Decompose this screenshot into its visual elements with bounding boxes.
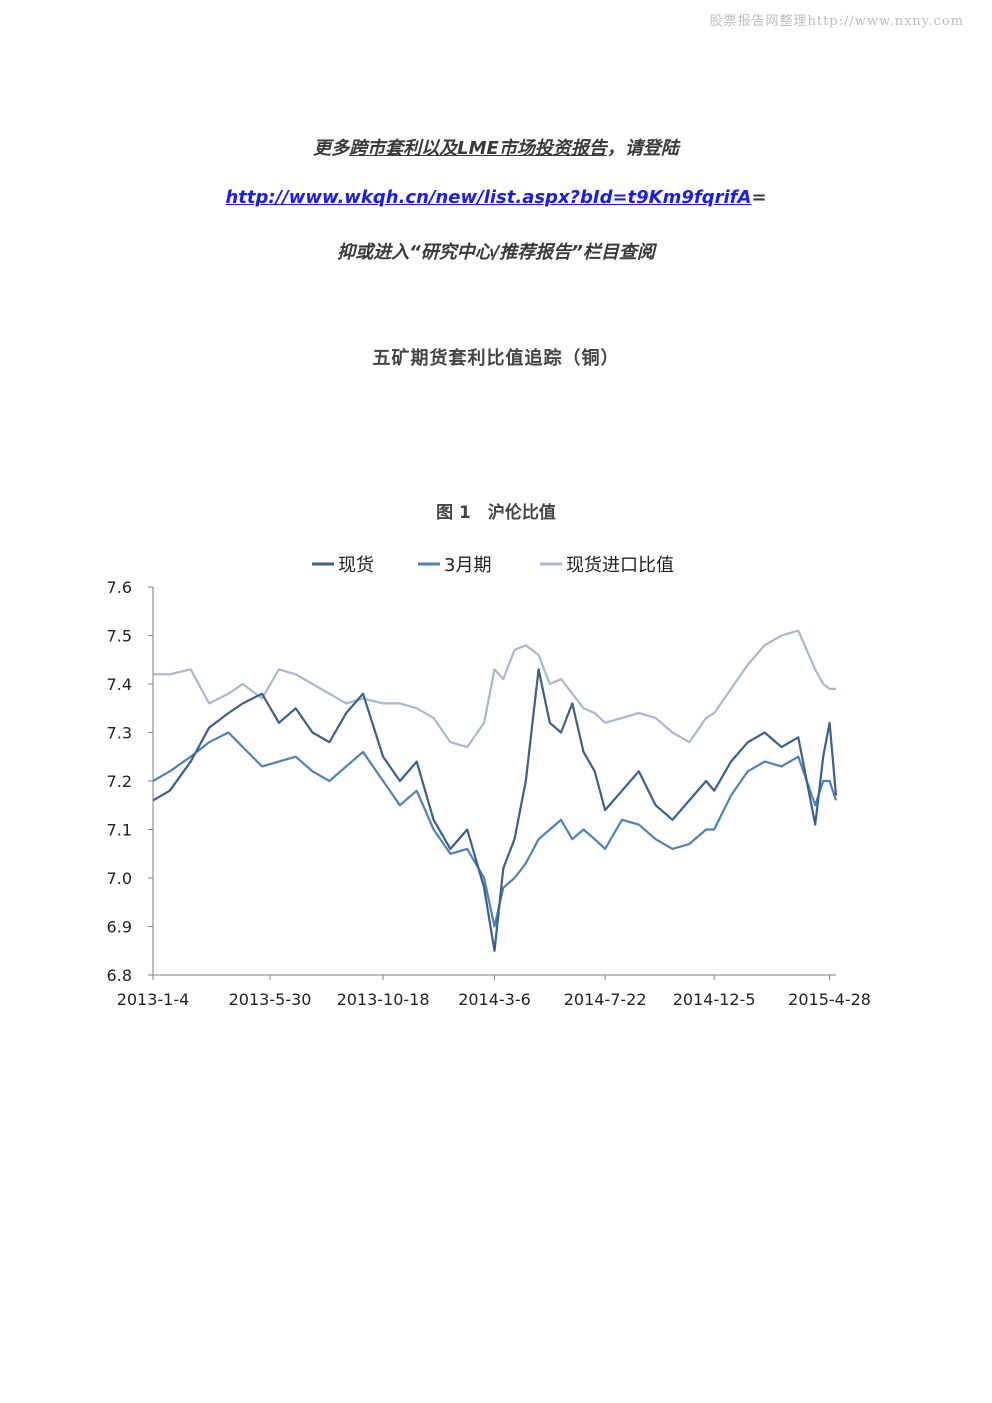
x-tick-label: 2014-3-6: [458, 990, 531, 1009]
y-tick-label: 6.9: [107, 918, 132, 937]
legend-label: 3月期: [444, 555, 491, 576]
document-title: 五矿期货套利比值追踪（铜）: [372, 348, 620, 369]
y-axis: 6.8 6.9 7.0 7.1 7.2 7.3 7.4 7.5 7.6: [107, 578, 154, 985]
legend-label: 现货进口比值: [566, 555, 674, 576]
promo-link-suffix: =: [751, 187, 767, 208]
legend-label: 现货: [338, 555, 374, 576]
y-tick-label: 6.8: [107, 966, 132, 985]
promo-line-3: 抑或进入“研究中心/推荐报告”栏目查阅: [337, 242, 655, 263]
series-line-2: [153, 629, 836, 749]
y-tick-label: 7.5: [107, 627, 132, 646]
promo-link[interactable]: http://www.wkqh.cn/new/list.aspx?bId=t9K…: [225, 187, 752, 208]
series-line-0: [152, 668, 838, 952]
x-tick-label: 2014-7-22: [564, 990, 647, 1009]
y-tick-label: 7.0: [107, 869, 132, 888]
y-tick-label: 7.4: [107, 675, 132, 694]
promo-underlined: 跨市套利以及LME市场投资报告: [349, 138, 607, 159]
y-tick-label: 7.1: [107, 821, 132, 840]
plot-area: [152, 629, 838, 952]
y-tick-label: 7.3: [107, 724, 132, 743]
figure-title: 图 1 沪伦比值: [436, 503, 556, 523]
series-line-1: [152, 731, 838, 928]
ratio-line-chart: 现货 3月期 现货进口比值 6.86.97.07.17.27.37.47.57.6 …: [107, 555, 871, 1009]
promo-prefix: 更多: [313, 138, 350, 159]
y-tick-label: 7.2: [107, 772, 132, 791]
promo-line-2: http://www.wkqh.cn/new/list.aspx?bId=t9K…: [0, 187, 992, 208]
x-axis: 2013-1-4 2013-5-30 2013-10-18 2014-3-6 2014-…: [117, 974, 871, 1009]
y-tick-label: 7.6: [107, 578, 132, 597]
watermark: 股票报告网整理http://www.nxny.com: [709, 14, 964, 29]
chart-legend: 现货 3月期 现货进口比值: [312, 555, 674, 576]
x-tick-label: 2013-1-4: [117, 990, 190, 1009]
x-tick-label: 2013-5-30: [229, 990, 312, 1009]
promo-suffix: ，请登陆: [606, 138, 679, 159]
promo-line-1: 更多跨市套利以及LME市场投资报告，请登陆: [0, 134, 992, 160]
x-tick-label: 2013-10-18: [337, 990, 430, 1009]
x-tick-label: 2014-12-5: [673, 990, 756, 1009]
x-tick-label: 2015-4-28: [788, 990, 871, 1009]
